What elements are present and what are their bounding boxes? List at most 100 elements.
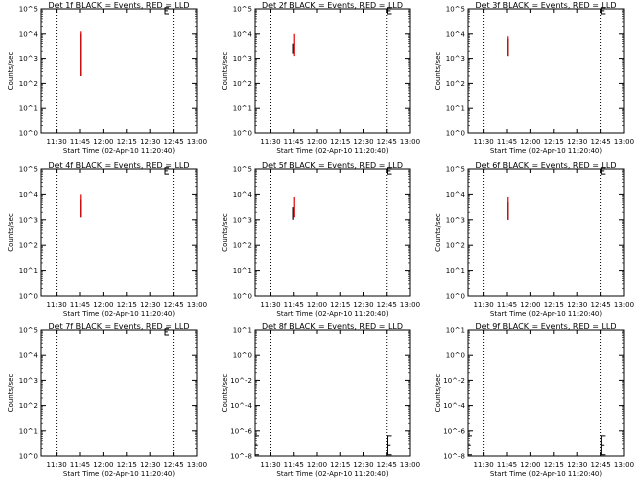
detector-panel-1: Det 1f BLACK = Events, RED = LLD Counts/s…	[7, 1, 207, 155]
y-tick-label: 10^-6	[230, 427, 252, 435]
y-tick-label: 10^0	[233, 293, 252, 301]
bracket-mark	[254, 435, 259, 456]
y-tick-label: 10^1	[233, 327, 252, 335]
plot-frame	[467, 8, 625, 134]
detector-panel-9: Det 9f BLACK = Events, RED = LLD Counts/s…	[434, 322, 634, 478]
y-tick-label: 10^5	[446, 166, 465, 174]
panel-title: Det 2f BLACK = Events, RED = LLD	[262, 1, 403, 10]
x-tick-label: 12:15	[544, 461, 564, 469]
bracket-mark	[387, 435, 392, 456]
y-axis-label: Counts/sec	[7, 52, 15, 91]
y-tick-label: 10^0	[446, 130, 465, 138]
y-tick-label: 10^2	[233, 242, 252, 250]
x-axis-label: Start Time (02-Apr-10 11:20:40)	[63, 310, 175, 318]
plot-frame	[40, 329, 198, 457]
x-tick-label: 12:15	[330, 461, 350, 469]
x-tick-label: 12:30	[140, 138, 160, 146]
x-tick-label: 11:45	[284, 461, 304, 469]
detector-panel-5: Det 5f BLACK = Events, RED = LLD Counts/s…	[221, 161, 420, 318]
y-axis-label: Counts/sec	[434, 52, 442, 91]
x-tick-label: 12:45	[591, 138, 611, 146]
x-tick-label: 13:00	[400, 301, 420, 309]
x-tick-label: 11:30	[47, 138, 67, 146]
y-tick-label: 10^4	[19, 30, 39, 38]
detector-panel-8: Det 8f BLACK = Events, RED = LLD Counts/s…	[221, 322, 420, 478]
x-axis-label: Start Time (02-Apr-10 11:20:40)	[276, 147, 388, 155]
y-axis-label: Counts/sec	[221, 52, 229, 91]
x-tick-label: 13:00	[614, 461, 634, 469]
bracket-mark	[164, 328, 170, 336]
y-tick-label: 10^3	[233, 216, 252, 224]
x-tick-label: 12:30	[140, 461, 160, 469]
y-tick-label: 10^1	[446, 105, 465, 113]
x-tick-label: 12:45	[164, 301, 184, 309]
x-tick-label: 12:30	[353, 301, 373, 309]
panel-title: Det 1f BLACK = Events, RED = LLD	[48, 1, 189, 10]
x-tick-label: 12:30	[353, 138, 373, 146]
x-tick-label: 12:30	[567, 461, 587, 469]
x-tick-label: 13:00	[400, 461, 420, 469]
bracket-mark	[387, 7, 392, 15]
x-axis-label: Start Time (02-Apr-10 11:20:40)	[63, 470, 175, 478]
y-tick-label: 10^2	[446, 242, 465, 250]
x-tick-label: 12:00	[307, 461, 327, 469]
x-tick-label: 12:00	[307, 138, 327, 146]
x-tick-label: 12:15	[117, 461, 137, 469]
y-tick-label: 10^3	[19, 377, 38, 385]
y-tick-label: 10^1	[19, 267, 38, 275]
x-tick-label: 11:45	[70, 138, 90, 146]
x-axis-label: Start Time (02-Apr-10 11:20:40)	[276, 470, 388, 478]
y-tick-label: 10^0	[446, 293, 465, 301]
y-tick-label: 10^1	[233, 105, 252, 113]
y-axis-label: Counts/sec	[221, 374, 229, 413]
x-tick-label: 13:00	[614, 301, 634, 309]
x-tick-label: 11:45	[284, 138, 304, 146]
y-tick-label: 10^1	[19, 105, 38, 113]
y-tick-label: 10^3	[446, 55, 465, 63]
x-axis-label: Start Time (02-Apr-10 11:20:40)	[490, 470, 602, 478]
y-tick-label: 10^-2	[443, 377, 465, 385]
bracket-mark	[164, 167, 170, 175]
plot-frame	[40, 168, 198, 297]
panel-title: Det 5f BLACK = Events, RED = LLD	[262, 161, 403, 170]
y-tick-label: 10^1	[19, 427, 38, 435]
x-tick-label: 11:30	[47, 461, 67, 469]
y-tick-label: 10^2	[233, 80, 252, 88]
x-tick-label: 12:45	[377, 138, 397, 146]
x-tick-label: 12:45	[591, 301, 611, 309]
x-tick-label: 12:15	[117, 301, 137, 309]
x-tick-label: 12:45	[164, 138, 184, 146]
x-tick-label: 11:30	[260, 301, 280, 309]
y-tick-label: 10^2	[19, 242, 38, 250]
y-axis-label: Counts/sec	[7, 213, 15, 252]
panel-title: Det 7f BLACK = Events, RED = LLD	[48, 322, 189, 331]
bracket-mark	[467, 435, 472, 456]
y-tick-label: 10^1	[446, 267, 465, 275]
y-tick-label: 10^0	[446, 352, 465, 360]
bracket-mark	[600, 435, 606, 456]
y-tick-label: 10^5	[19, 327, 38, 335]
x-tick-label: 11:30	[260, 138, 280, 146]
x-tick-label: 12:45	[377, 301, 397, 309]
y-axis-label: Counts/sec	[434, 374, 442, 413]
detector-panel-2: Det 2f BLACK = Events, RED = LLD Counts/s…	[221, 1, 420, 155]
y-tick-label: 10^-4	[230, 402, 252, 410]
y-tick-label: 10^5	[446, 6, 465, 14]
x-tick-label: 12:45	[377, 461, 397, 469]
bracket-mark	[600, 167, 606, 175]
x-axis-label: Start Time (02-Apr-10 11:20:40)	[63, 147, 175, 155]
x-tick-label: 13:00	[187, 138, 207, 146]
y-tick-label: 10^4	[446, 191, 466, 199]
bracket-mark	[164, 7, 170, 15]
detector-panel-6: Det 6f BLACK = Events, RED = LLD Counts/s…	[434, 161, 634, 318]
y-tick-label: 10^-8	[230, 453, 252, 461]
x-tick-label: 12:45	[591, 461, 611, 469]
y-tick-label: 10^3	[19, 216, 38, 224]
panel-title: Det 8f BLACK = Events, RED = LLD	[262, 322, 403, 331]
panel-title: Det 4f BLACK = Events, RED = LLD	[48, 161, 189, 170]
x-tick-label: 13:00	[187, 461, 207, 469]
y-tick-label: 10^5	[19, 166, 38, 174]
x-tick-label: 11:45	[284, 301, 304, 309]
detector-panel-4: Det 4f BLACK = Events, RED = LLD Counts/s…	[7, 161, 207, 318]
x-tick-label: 12:00	[93, 461, 113, 469]
